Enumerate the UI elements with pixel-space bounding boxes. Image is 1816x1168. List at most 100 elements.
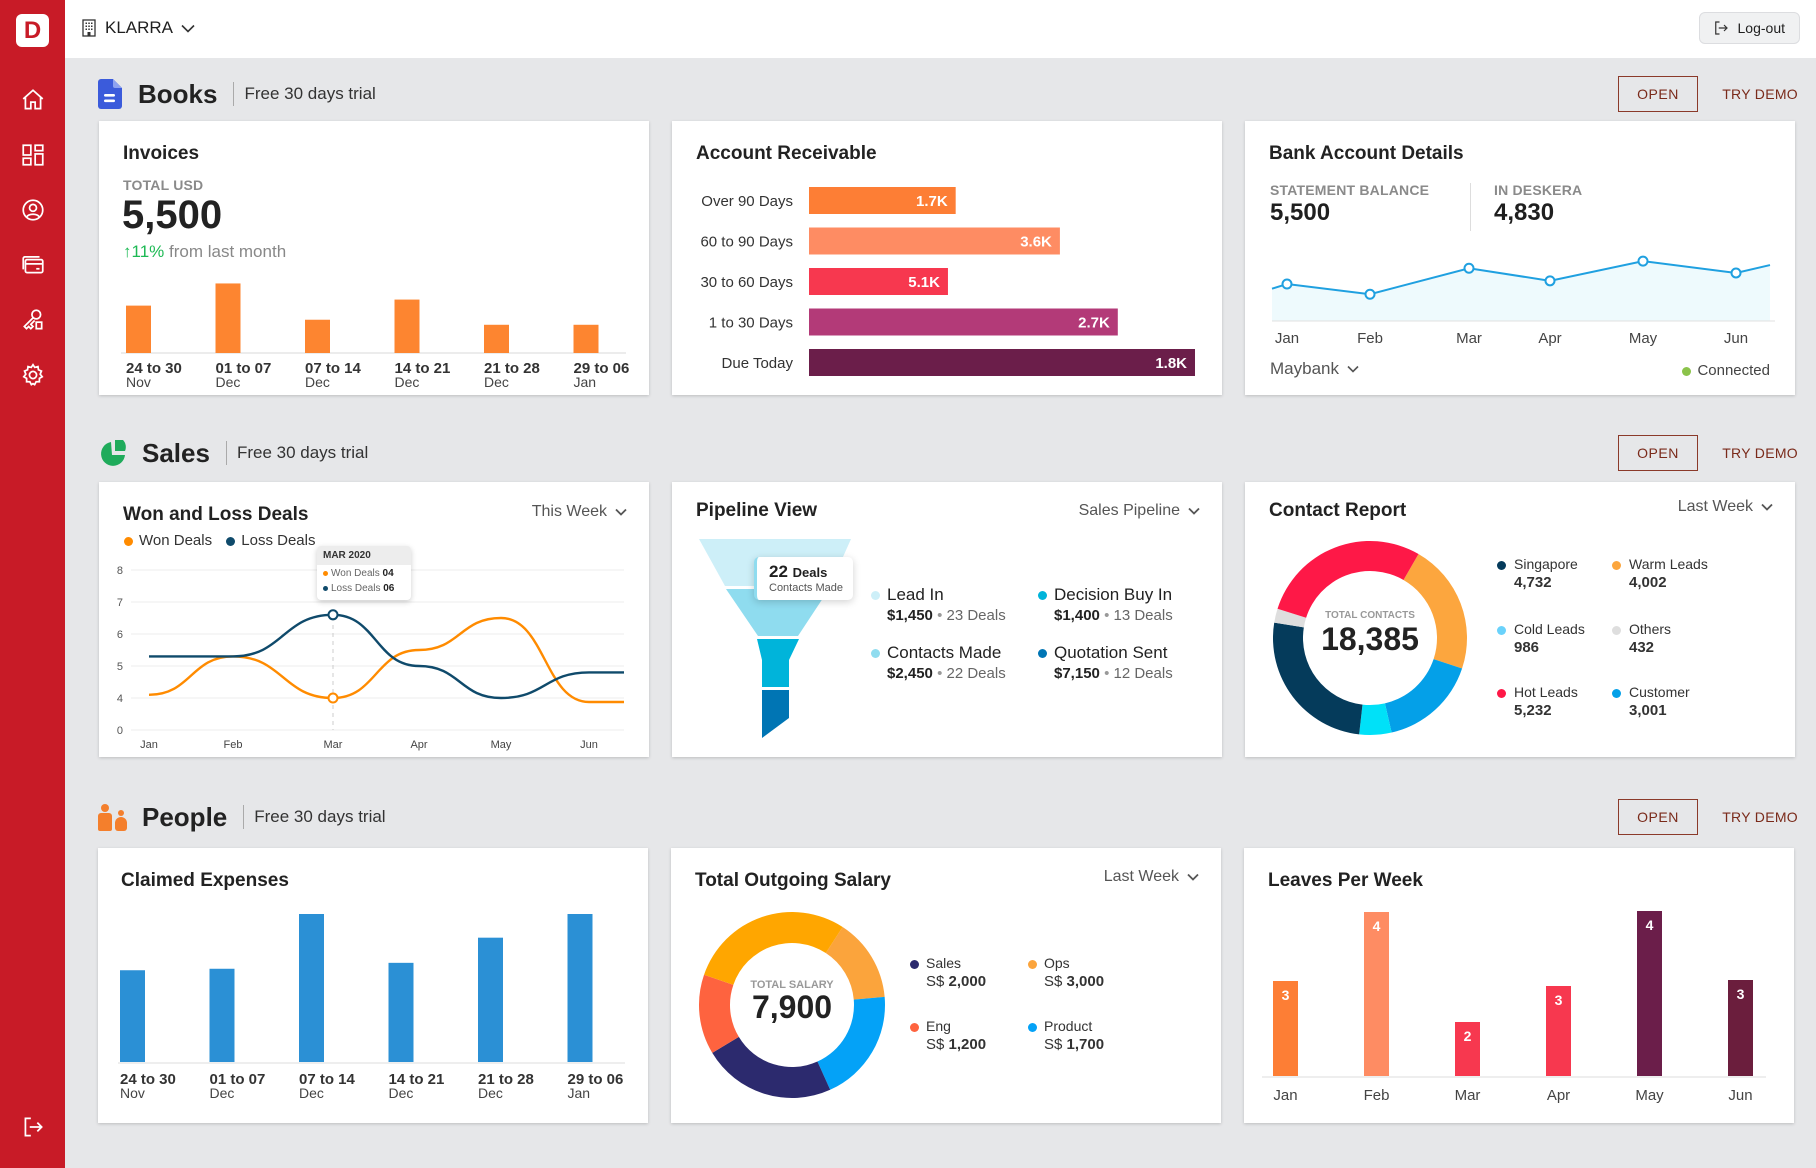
chart-tooltip: MAR 2020 Won Deals 04 Loss Deals 06 (317, 546, 411, 600)
legend-label: Warm Leads (1629, 556, 1708, 572)
stage-name: Quotation Sent (1054, 643, 1168, 662)
legend-label: Ops (1044, 955, 1070, 971)
x-tick-label: May (1635, 1087, 1664, 1104)
highlight-point (327, 609, 339, 621)
legend-dot (1028, 1022, 1037, 1032)
card-title: Total Outgoing Salary (695, 870, 891, 891)
sidebar-logout[interactable] (20, 1114, 46, 1140)
pipeline-dropdown[interactable]: Sales Pipeline (1079, 502, 1200, 520)
donut-slice-singapore (1273, 622, 1363, 735)
people-try-demo-link[interactable]: TRY DEMO (1722, 809, 1798, 825)
x-tick-label: Feb (224, 739, 243, 751)
bar (1455, 1022, 1480, 1076)
bank-name: Maybank (1270, 359, 1339, 378)
logout-button[interactable]: Log-out (1698, 12, 1800, 44)
total-usd-label: TOTAL USD (123, 177, 204, 193)
sales-pie-icon (101, 440, 126, 466)
x-tick-label: Jan (1273, 1087, 1297, 1104)
company-switcher[interactable]: KLARRA (81, 18, 195, 38)
logout-label: Log-out (1737, 20, 1785, 36)
bar-value-label: 2 (1464, 1028, 1472, 1044)
x-tick-label: 29 to 06 (568, 1071, 624, 1088)
sidebar-item-billing[interactable] (20, 252, 46, 278)
pipeline-view-card: Pipeline View Sales Pipeline 22 Deals Co… (672, 482, 1222, 757)
legend-label: Cold Leads (1514, 621, 1585, 637)
legend-item[interactable]: Lead In $1,450 • 23 Deals (871, 585, 1006, 624)
x-tick-sublabel: Dec (395, 374, 420, 390)
stage-amount: $1,400 (1054, 607, 1100, 624)
books-open-button[interactable]: OPEN (1618, 76, 1698, 112)
bar (809, 187, 956, 214)
legend-item: Cold Leads 986 (1497, 621, 1585, 656)
x-tick-sublabel: Jan (568, 1085, 591, 1101)
books-document-icon (98, 79, 122, 109)
legend-dot (1497, 625, 1506, 635)
x-tick-label: 21 to 28 (478, 1071, 534, 1088)
sidebar: D (0, 0, 65, 1168)
category-label: 30 to 60 Days (700, 274, 793, 291)
legend-item[interactable]: Quotation Sent $7,150 • 12 Deals (1038, 643, 1173, 682)
legend-dot (1612, 560, 1621, 570)
bar (1637, 911, 1662, 1076)
bar-value-label: 4 (1646, 917, 1654, 933)
legend-item: Customer 3,001 (1612, 684, 1690, 719)
legend-value: 1,200 (948, 1036, 987, 1053)
x-tick-sublabel: Nov (120, 1085, 145, 1101)
tooltip-won: Won Deals 04 (317, 565, 411, 580)
sidebar-item-profile[interactable] (20, 197, 46, 223)
legend-item[interactable]: Contacts Made $2,450 • 22 Deals (871, 643, 1006, 682)
legend-item: Eng S$ 1,200 (910, 1018, 987, 1053)
tooltip-number: 22 (769, 562, 788, 581)
divider (243, 805, 245, 829)
funnel-stage-contacts-made[interactable] (726, 589, 829, 636)
bar (1546, 986, 1571, 1076)
won-loss-period-dropdown[interactable]: This Week (532, 503, 627, 521)
salary-period-dropdown[interactable]: Last Week (1104, 868, 1199, 886)
sidebar-item-access-keys[interactable] (20, 307, 46, 333)
x-tick-label: 07 to 14 (305, 360, 362, 377)
x-tick-sublabel: Dec (478, 1085, 503, 1101)
section-title: Sales (142, 437, 210, 468)
contact-period-dropdown[interactable]: Last Week (1678, 498, 1773, 516)
people-open-button[interactable]: OPEN (1618, 799, 1698, 835)
sidebar-item-settings[interactable] (20, 362, 46, 388)
legend-dot (1497, 688, 1506, 698)
x-tick-label: Apr (1538, 330, 1561, 346)
legend-label: Loss Deals (241, 532, 316, 549)
leaves-per-week-card: Leaves Per Week 3 Jan 4 Feb 2 Mar 3 Apr 4 May 3 Jun (1244, 848, 1794, 1123)
sidebar-item-home[interactable] (20, 87, 46, 113)
funnel-stage-decision-buy-in[interactable] (757, 639, 799, 687)
legend-currency: S$ (1044, 1036, 1063, 1053)
legend-label: Eng (926, 1018, 951, 1034)
stage-amount: $2,450 (887, 665, 933, 682)
series-line (1271, 260, 1771, 296)
x-tick-label: 21 to 28 (484, 360, 540, 377)
legend-item: Warm Leads 4,002 (1612, 556, 1708, 591)
legend-value: 3,001 (1629, 702, 1667, 719)
sales-open-button[interactable]: OPEN (1618, 435, 1698, 471)
legend-item-won: Won Deals (124, 532, 212, 549)
sidebar-item-dashboard[interactable] (20, 142, 46, 168)
outgoing-salary-card: Total Outgoing Salary Last Week TOTAL SA… (671, 848, 1221, 1123)
dropdown-value: Sales Pipeline (1078, 502, 1180, 519)
stage-name: Lead In (887, 585, 944, 604)
x-tick-sublabel: Dec (210, 1085, 235, 1101)
logout-icon (1714, 21, 1728, 35)
tooltip-title: MAR 2020 (317, 546, 411, 565)
company-name: KLARRA (105, 18, 174, 37)
funnel-stage-quotation-sent[interactable] (762, 690, 789, 738)
legend-item: Others 432 (1612, 621, 1671, 656)
x-tick-label: Apr (410, 739, 427, 751)
legend-dot (871, 649, 880, 659)
section-header-people: People Free 30 days trial OPEN TRY DEMO (98, 797, 1798, 837)
bank-selector[interactable]: Maybank (1270, 359, 1359, 379)
section-title: People (142, 801, 228, 832)
bank-account-card: Bank Account Details STATEMENT BALANCE 5… (1245, 121, 1795, 395)
sales-try-demo-link[interactable]: TRY DEMO (1722, 445, 1798, 461)
books-try-demo-link[interactable]: TRY DEMO (1722, 86, 1798, 102)
legend-dot (910, 1022, 919, 1032)
data-point (1364, 288, 1376, 300)
app-logo[interactable]: D (16, 14, 49, 47)
legend-item[interactable]: Decision Buy In $1,400 • 13 Deals (1038, 585, 1173, 624)
